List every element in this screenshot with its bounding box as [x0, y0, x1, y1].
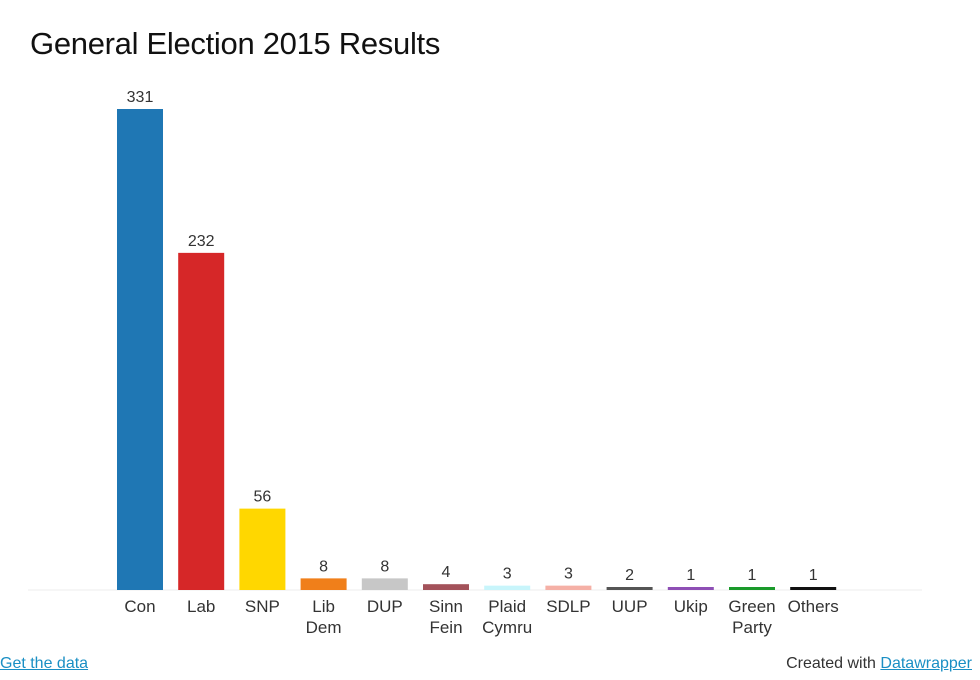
category-label: Sinn Fein	[429, 597, 463, 637]
value-label: 3	[503, 566, 512, 583]
bar-plaid-cymru	[484, 585, 531, 590]
bars-group: 331 Con 232 Lab 56 SNP 8 Lib Dem 8 DUP 4 Sinn Fein 3 Pl…	[117, 89, 839, 637]
bar-snp	[239, 508, 286, 590]
value-label: 232	[188, 233, 215, 250]
bar-sdlp	[545, 585, 592, 590]
chart-title: General Election 2015 Results	[30, 26, 441, 61]
value-label: 8	[380, 558, 389, 575]
bar-con	[117, 109, 163, 590]
created-with-text: Created with	[786, 655, 876, 672]
category-label: Con	[124, 597, 155, 616]
bar-chart: 331 Con 232 Lab 56 SNP 8 Lib Dem 8 DUP 4 Sinn Fein 3 Pl…	[28, 89, 922, 637]
category-label: Ukip	[674, 597, 708, 616]
value-label: 4	[442, 564, 451, 581]
category-label: Others	[788, 597, 839, 616]
value-label: 56	[254, 489, 272, 506]
category-label: Lib Dem	[306, 597, 342, 637]
value-label: 3	[564, 566, 573, 583]
bar-green-party	[729, 587, 775, 590]
get-the-data-link[interactable]: Get the data	[0, 655, 89, 672]
value-label: 331	[127, 89, 154, 106]
category-label: Lab	[187, 597, 215, 616]
category-label: Green Party	[728, 597, 775, 637]
value-label: 1	[686, 567, 695, 584]
value-label: 2	[625, 567, 634, 584]
category-label: DUP	[367, 597, 403, 616]
datawrapper-link[interactable]: Datawrapper	[880, 655, 972, 672]
bar-ukip	[667, 587, 714, 590]
category-label: SDLP	[546, 597, 590, 616]
bar-lab	[178, 252, 225, 590]
bar-lib-dem	[300, 578, 347, 590]
value-label: 1	[748, 567, 757, 584]
bar-uup	[606, 587, 653, 590]
category-label: Plaid Cymru	[482, 597, 532, 637]
bar-others	[790, 587, 837, 590]
category-label: SNP	[245, 597, 280, 616]
value-label: 1	[809, 567, 818, 584]
credit-line: Created with Datawrapper	[786, 655, 972, 673]
bar-dup	[361, 578, 408, 590]
value-label: 8	[319, 558, 328, 575]
category-label: UUP	[612, 597, 648, 616]
bar-sinn-fein	[423, 584, 469, 590]
